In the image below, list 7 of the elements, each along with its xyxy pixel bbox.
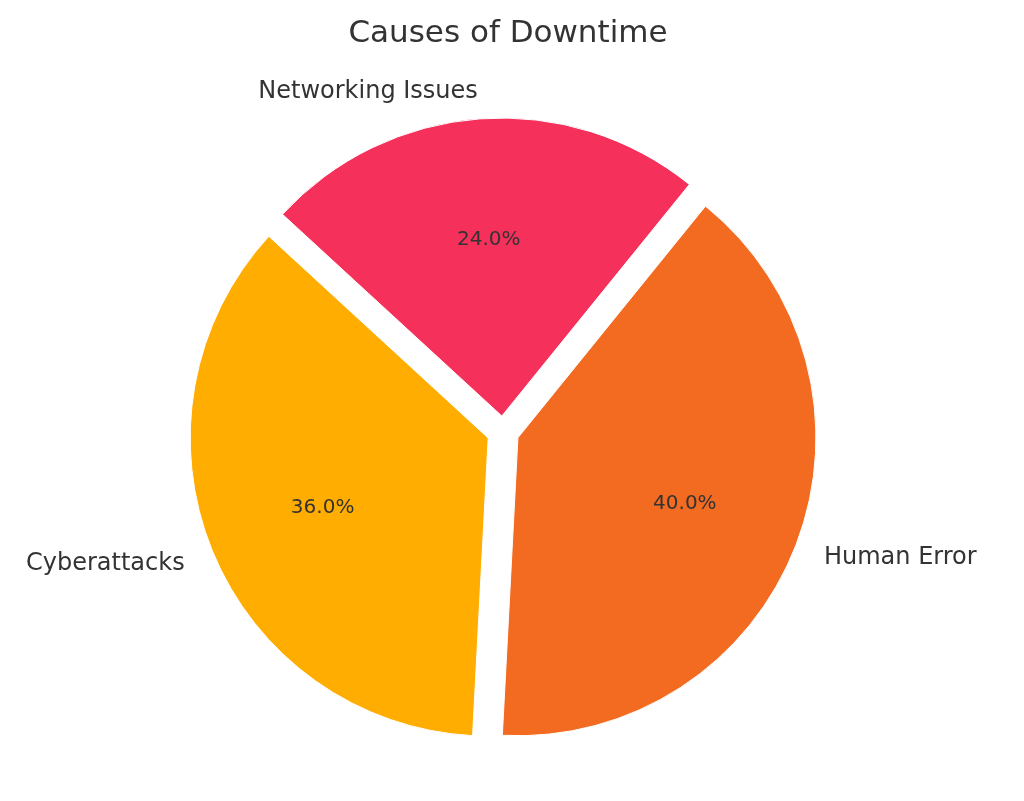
slice-label: Human Error	[823, 541, 977, 570]
data-label: 36.0%	[290, 493, 355, 518]
slice-label: Cyberattacks	[26, 548, 185, 577]
chart-title: Causes of Downtime	[348, 13, 668, 49]
slice-label: Networking Issues	[258, 75, 478, 104]
data-label: 24.0%	[456, 225, 521, 250]
data-label: 40.0%	[653, 489, 717, 514]
